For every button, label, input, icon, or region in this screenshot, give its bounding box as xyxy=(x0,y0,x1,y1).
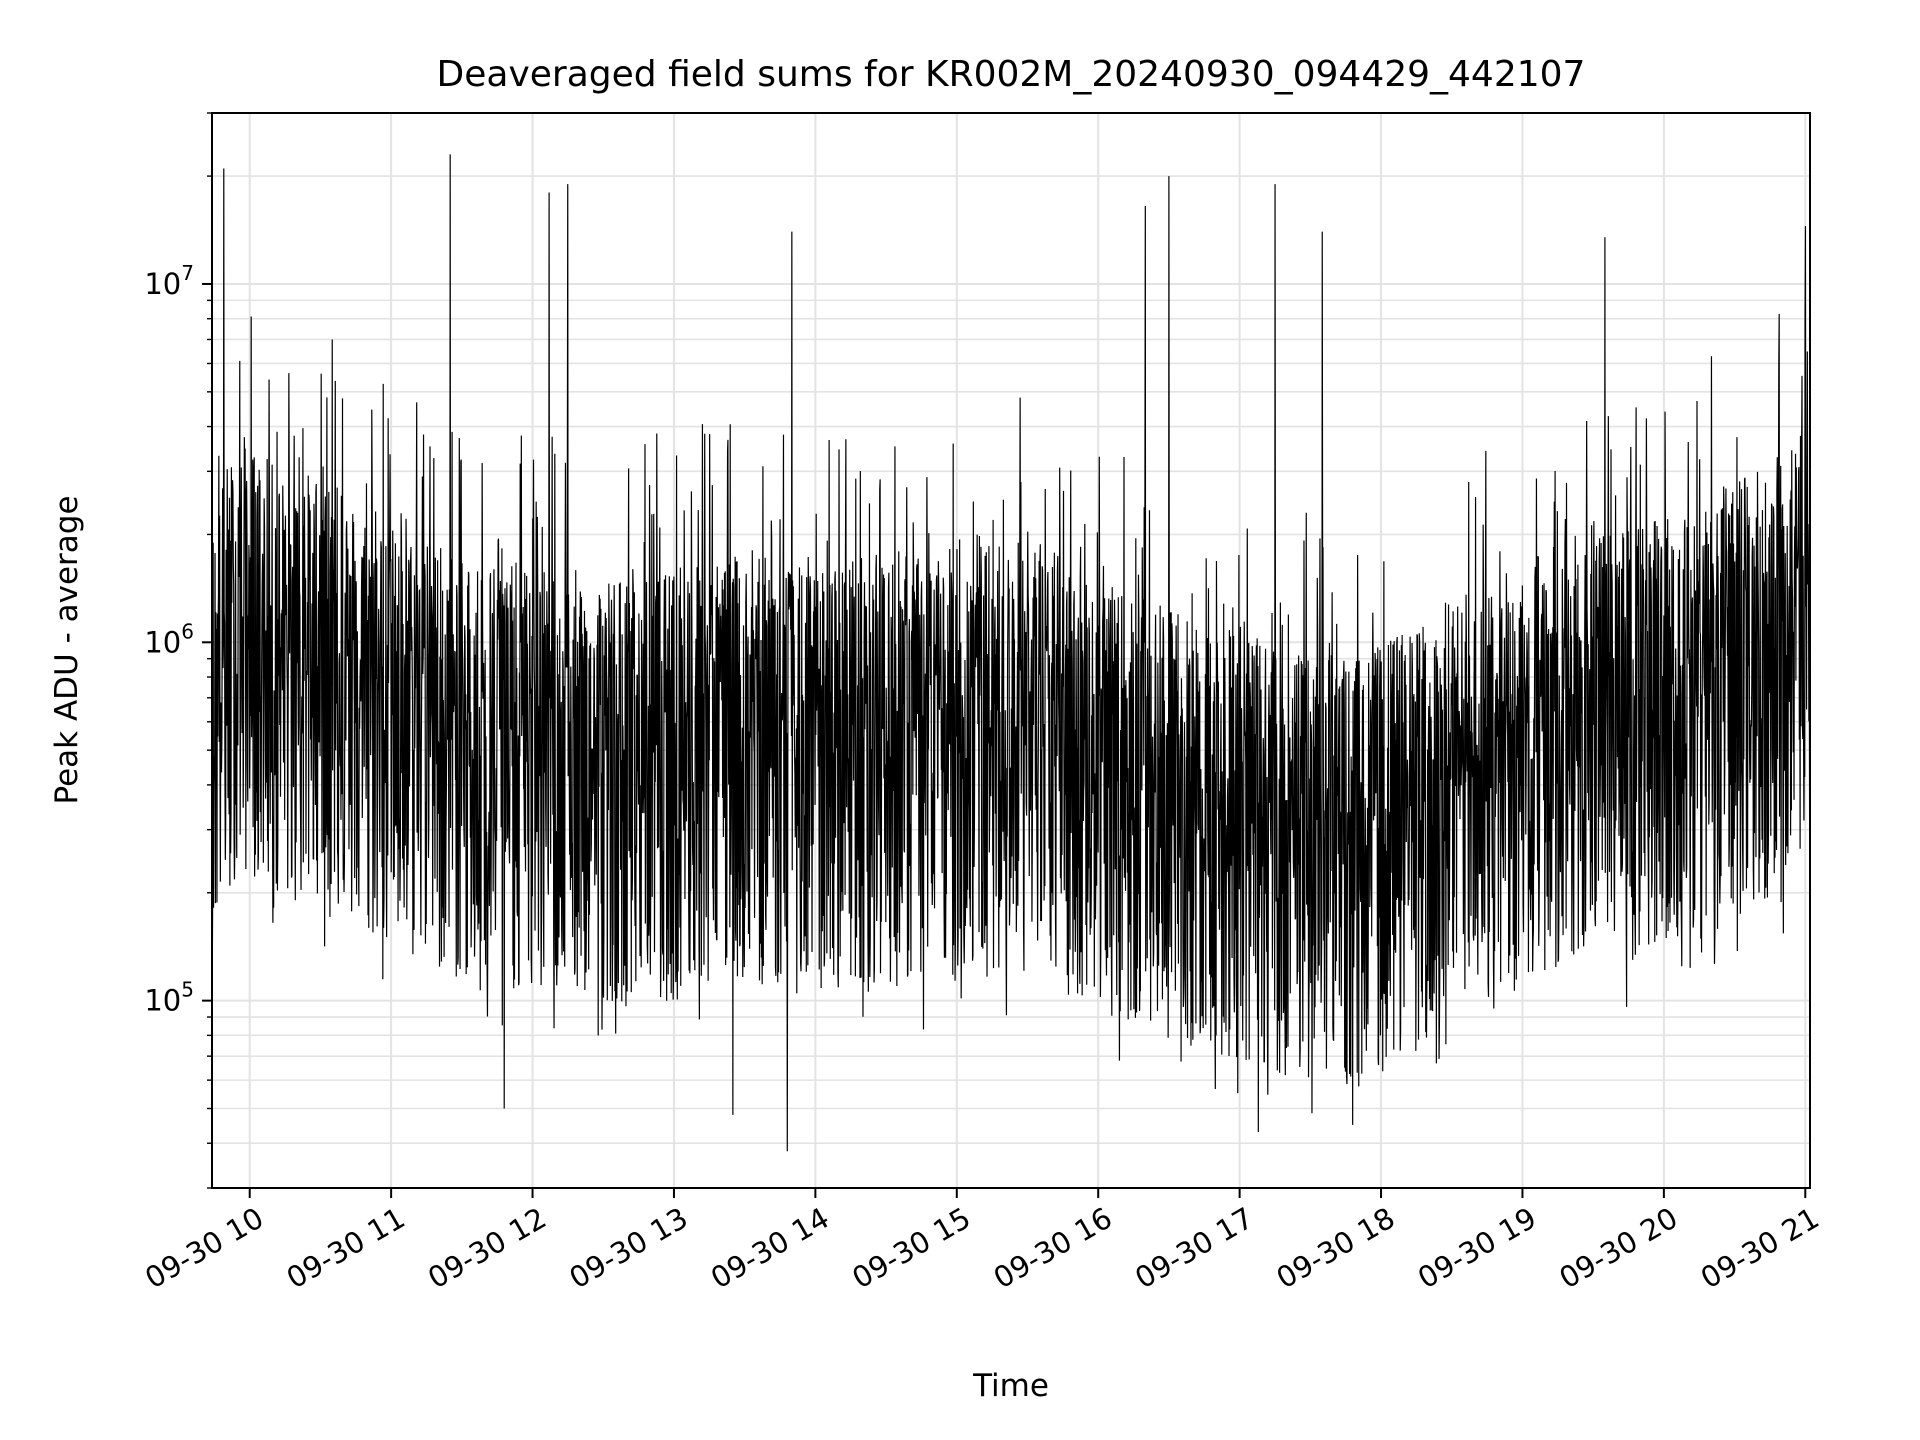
y-tick-label: 105 xyxy=(144,978,194,1018)
y-tick-label: 107 xyxy=(144,261,194,301)
y-tick-label: 106 xyxy=(144,619,194,659)
y-axis-label: Peak ADU - average xyxy=(49,495,85,804)
chart-title: Deaveraged field sums for KR002M_2024093… xyxy=(437,54,1586,95)
y-axis: 105 106 107 xyxy=(144,112,212,1189)
series-line xyxy=(211,154,1811,1152)
x-axis-label: Time xyxy=(972,1368,1049,1404)
data-series xyxy=(211,154,1811,1152)
plot-frame xyxy=(211,112,1811,1189)
